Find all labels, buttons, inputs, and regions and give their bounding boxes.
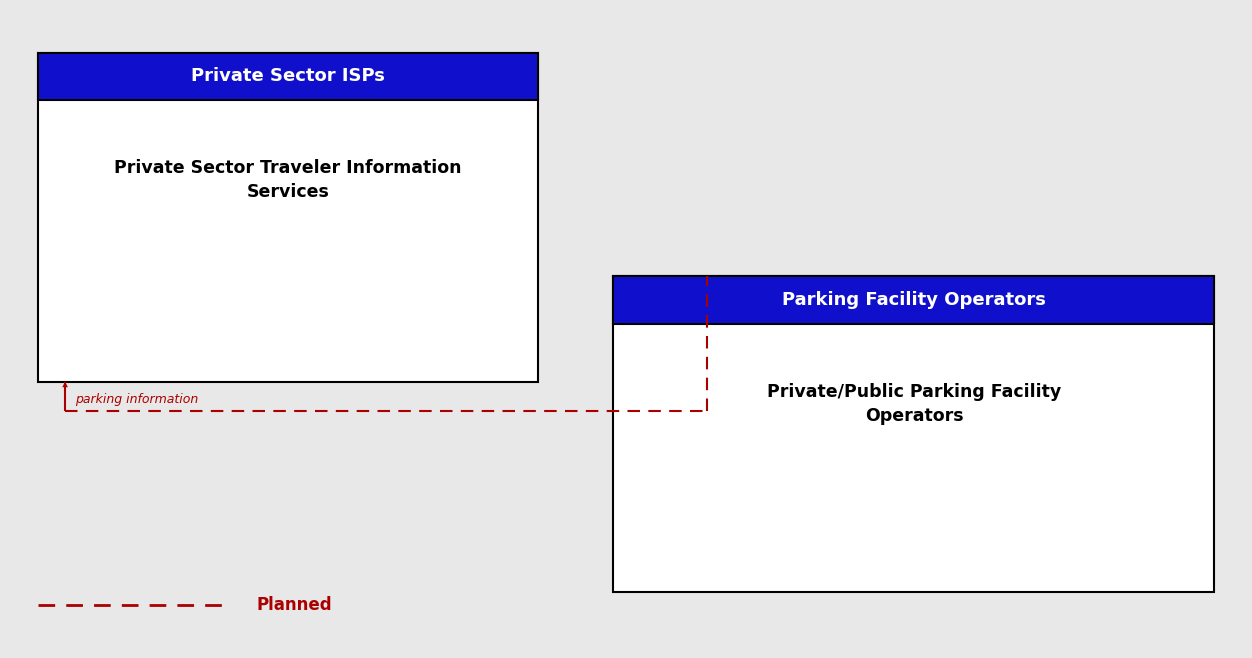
Bar xyxy=(38,53,538,382)
Bar xyxy=(38,53,538,100)
Text: Parking Facility Operators: Parking Facility Operators xyxy=(782,291,1045,309)
Text: Planned: Planned xyxy=(257,596,332,615)
Text: parking information: parking information xyxy=(75,393,198,406)
Text: Private Sector Traveler Information
Services: Private Sector Traveler Information Serv… xyxy=(114,159,462,201)
Bar xyxy=(613,276,1214,592)
Text: Private/Public Parking Facility
Operators: Private/Public Parking Facility Operator… xyxy=(766,383,1062,424)
Text: Private Sector ISPs: Private Sector ISPs xyxy=(192,67,384,86)
Bar xyxy=(613,276,1214,324)
